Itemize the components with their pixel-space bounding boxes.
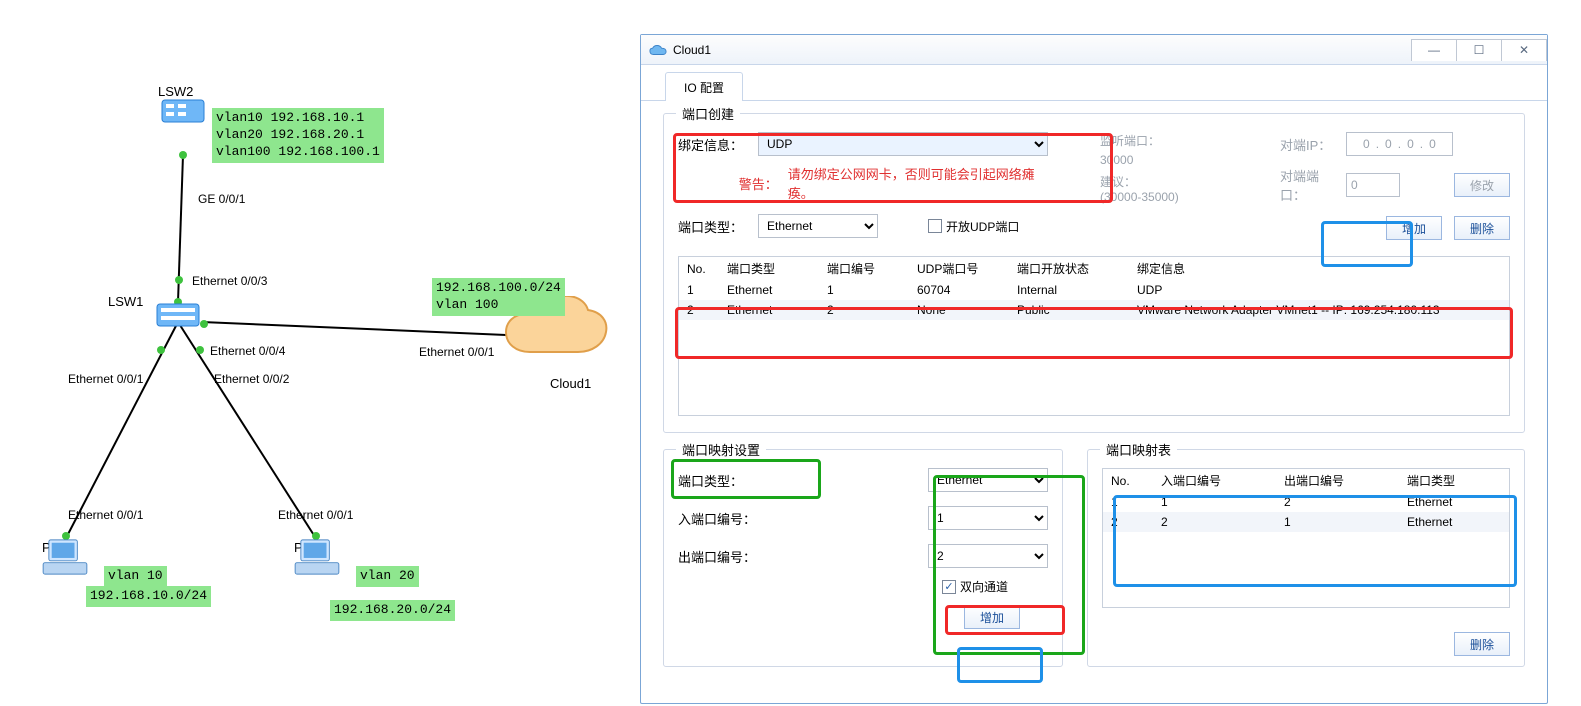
iface-pc2-eth001: Ethernet 0/0/1 <box>278 508 353 522</box>
device-lsw1-label: LSW1 <box>108 294 143 309</box>
pc-icon <box>294 538 340 576</box>
peer-port-input[interactable] <box>1346 173 1400 197</box>
cloud-icon <box>649 43 667 57</box>
map-out-label: 出端口编号： <box>678 547 778 566</box>
map-th-no: No. <box>1103 469 1153 492</box>
group-port-create: 端口创建 绑定信息： UDP 警告： 请勿绑定公网网卡，否则可能会引起网络瘫痪。 <box>663 113 1525 433</box>
table-row[interactable]: 112Ethernet <box>1103 492 1509 512</box>
port-type-label: 端口类型： <box>678 217 748 236</box>
iface-lsw1-eth002: Ethernet 0/0/2 <box>214 372 289 386</box>
table-row[interactable]: 1Ethernet160704InternalUDP <box>679 280 1509 300</box>
legend-maptable: 端口映射表 <box>1100 440 1177 459</box>
map-th-out: 出端口编号 <box>1276 469 1399 492</box>
suggest-range: (30000-35000) <box>1100 190 1179 204</box>
note-pc1-vlan: vlan 10 <box>104 566 167 587</box>
ports-th-idx: 端口编号 <box>819 257 909 280</box>
map-th-type: 端口类型 <box>1399 469 1509 492</box>
group-mapping-settings: 端口映射设置 端口类型： Ethernet 入端口编号： 1 出端口编号： 2 <box>663 449 1063 667</box>
switch-icon <box>155 296 201 334</box>
checkbox-icon <box>928 219 942 233</box>
checkbox-icon: ✓ <box>942 580 956 594</box>
map-out-select[interactable]: 2 <box>928 544 1048 568</box>
note-lsw2-vlans: vlan10 192.168.10.1 vlan20 192.168.20.1 … <box>212 108 384 163</box>
group-mapping-table: 端口映射表 No. 入端口编号 出端口编号 端口类型 112Ethernet22… <box>1087 449 1525 667</box>
suggest-label: 建议： <box>1100 175 1136 189</box>
tab-strip: IO 配置 <box>641 65 1547 101</box>
peer-ip-label: 对端IP： <box>1280 135 1336 154</box>
ports-th-state: 端口开放状态 <box>1009 257 1129 280</box>
note-pc2-vlan: vlan 20 <box>356 566 419 587</box>
cloud-config-window: Cloud1 — ☐ ✕ IO 配置 端口创建 绑定信息： UDP <box>640 34 1548 704</box>
note-cloud-net: 192.168.100.0/24 vlan 100 <box>432 278 565 316</box>
window-title: Cloud1 <box>673 43 711 57</box>
bidi-label: 双向通道 <box>960 578 1008 595</box>
iface-cloud-eth001: Ethernet 0/0/1 <box>419 345 494 359</box>
maximize-button[interactable]: ☐ <box>1456 39 1502 61</box>
note-pc2-net: 192.168.20.0/24 <box>330 600 455 621</box>
titlebar: Cloud1 — ☐ ✕ <box>641 35 1547 65</box>
device-pc2[interactable]: PC2 <box>294 538 319 555</box>
ports-th-no: No. <box>679 257 719 280</box>
device-cloud1-label: Cloud1 <box>550 376 591 391</box>
map-th-in: 入端口编号 <box>1153 469 1276 492</box>
bidi-checkbox[interactable]: ✓ 双向通道 <box>942 578 1008 595</box>
map-type-select[interactable]: Ethernet <box>928 468 1048 492</box>
warn-text: 请勿绑定公网网卡，否则可能会引起网络瘫痪。 <box>788 164 1060 202</box>
listen-port-label: 监听端口： <box>1100 132 1160 149</box>
del-mapping-button[interactable]: 删除 <box>1454 632 1510 656</box>
map-in-select[interactable]: 1 <box>928 506 1048 530</box>
device-pc1[interactable]: PC1 <box>42 538 67 555</box>
table-row[interactable]: 221Ethernet <box>1103 512 1509 532</box>
warn-label: 警告： <box>708 174 778 193</box>
iface-pc1-eth001: Ethernet 0/0/1 <box>68 508 143 522</box>
minimize-button[interactable]: — <box>1411 39 1457 61</box>
add-port-button[interactable]: 增加 <box>1386 216 1442 240</box>
bind-label: 绑定信息： <box>678 135 748 154</box>
listen-port-value: 30000 <box>1100 153 1133 167</box>
iface-lsw2-ge001: GE 0/0/1 <box>198 192 245 206</box>
note-pc1-net: 192.168.10.0/24 <box>86 586 211 607</box>
peer-ip-input[interactable]: 0.0.0.0 <box>1346 132 1453 156</box>
bind-select[interactable]: UDP <box>758 132 1048 156</box>
iface-lsw1-eth001: Ethernet 0/0/1 <box>68 372 143 386</box>
ports-table[interactable]: No. 端口类型 端口编号 UDP端口号 端口开放状态 绑定信息 1Ethern… <box>678 256 1510 416</box>
mapping-table[interactable]: No. 入端口编号 出端口编号 端口类型 112Ethernet221Ether… <box>1102 468 1510 608</box>
del-port-button[interactable]: 删除 <box>1454 216 1510 240</box>
table-row[interactable]: 2Ethernet2NonePublicVMware Network Adapt… <box>679 300 1509 320</box>
add-mapping-button[interactable]: 增加 <box>964 605 1020 629</box>
modify-button[interactable]: 修改 <box>1454 173 1510 197</box>
iface-lsw1-eth003: Ethernet 0/0/3 <box>192 274 267 288</box>
ports-th-udp: UDP端口号 <box>909 257 1009 280</box>
pc-icon <box>42 538 88 576</box>
legend-port-create: 端口创建 <box>676 104 740 123</box>
map-in-label: 入端口编号： <box>678 509 778 528</box>
legend-mapping: 端口映射设置 <box>676 440 766 459</box>
ports-th-type: 端口类型 <box>719 257 819 280</box>
tab-io-config[interactable]: IO 配置 <box>665 72 743 101</box>
device-lsw2-label: LSW2 <box>158 84 193 99</box>
open-udp-label: 开放UDP端口 <box>946 218 1019 235</box>
ports-th-bind: 绑定信息 <box>1129 257 1509 280</box>
topology-canvas: LSW2 vlan10 192.168.10.1 vlan20 192.168.… <box>0 0 640 706</box>
open-udp-checkbox[interactable]: 开放UDP端口 <box>928 218 1019 235</box>
close-button[interactable]: ✕ <box>1501 39 1547 61</box>
port-type-select[interactable]: Ethernet <box>758 214 878 238</box>
peer-port-label: 对端端口： <box>1280 166 1336 204</box>
map-type-label: 端口类型： <box>678 471 778 490</box>
iface-lsw1-eth004: Ethernet 0/0/4 <box>210 344 285 358</box>
